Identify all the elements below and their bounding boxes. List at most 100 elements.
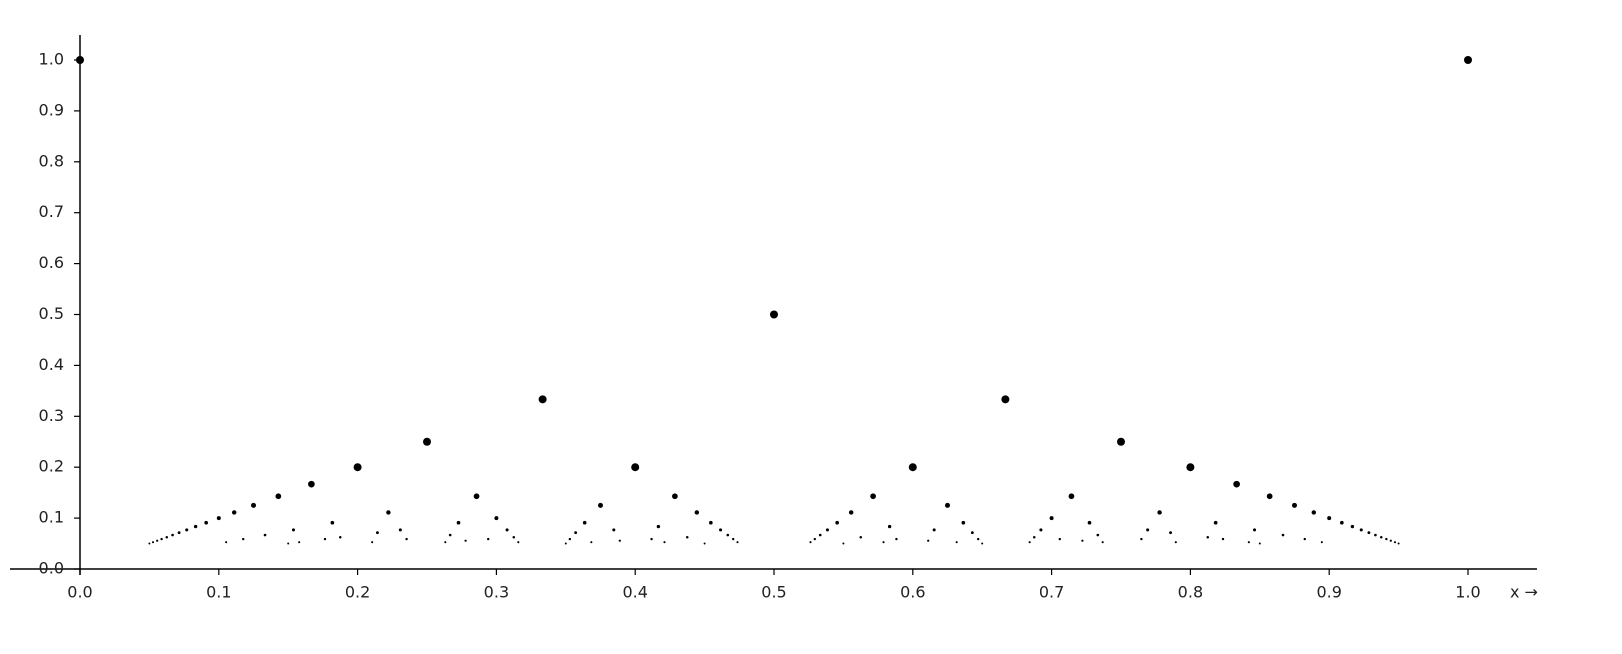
point [204, 520, 208, 525]
point [1058, 537, 1061, 541]
point [1252, 528, 1257, 532]
point [726, 533, 730, 537]
point [582, 520, 587, 525]
point [330, 520, 335, 525]
x-axis-label: x → [1510, 583, 1538, 602]
point [1389, 539, 1392, 542]
y-tick-label: 0.5 [39, 304, 64, 323]
point [1157, 510, 1162, 515]
point [231, 510, 237, 515]
point [263, 533, 267, 537]
point [1140, 537, 1143, 541]
point [1266, 493, 1273, 500]
point [1186, 463, 1195, 472]
point [842, 542, 845, 545]
point [1068, 493, 1075, 500]
point [405, 537, 408, 541]
y-tick-label: 0.7 [39, 202, 64, 221]
point [1081, 539, 1084, 542]
point [298, 541, 301, 544]
point [770, 310, 778, 319]
point [848, 510, 854, 515]
point [1281, 533, 1285, 537]
y-tick-label: 0.9 [39, 100, 64, 119]
point [970, 531, 974, 535]
point [813, 537, 816, 541]
point [291, 528, 296, 532]
point [1385, 537, 1388, 541]
point [1350, 524, 1355, 529]
point [719, 528, 723, 532]
point [423, 437, 431, 446]
point [1374, 533, 1377, 537]
point [809, 541, 812, 544]
y-tick-label: 1.0 [39, 50, 64, 69]
y-tick-label: 0.3 [39, 406, 64, 425]
y-tick-label: 0.1 [39, 508, 64, 527]
x-tick-label: 0.2 [345, 583, 370, 602]
point [686, 535, 689, 539]
x-tick-label: 0.7 [1039, 583, 1064, 602]
x-tick-label: 0.3 [484, 583, 509, 602]
point [590, 541, 593, 544]
point [323, 537, 327, 541]
point [376, 531, 379, 535]
point [1001, 395, 1010, 404]
point [1028, 541, 1031, 544]
x-tick-label: 0.1 [206, 583, 231, 602]
point [151, 541, 155, 544]
point [694, 510, 700, 515]
point [251, 502, 256, 508]
point [1039, 528, 1043, 532]
point [955, 541, 958, 544]
point [456, 520, 461, 525]
point [945, 502, 950, 508]
point [398, 528, 402, 532]
point [1101, 541, 1104, 544]
point [517, 541, 520, 544]
point [538, 395, 547, 404]
point [825, 528, 829, 532]
point [1393, 541, 1397, 544]
point [1327, 516, 1332, 521]
point [568, 537, 572, 541]
point [1049, 516, 1054, 521]
point [1292, 502, 1297, 508]
point [574, 531, 578, 535]
point [160, 537, 163, 541]
point [732, 537, 735, 541]
y-tick-label: 0.0 [39, 559, 64, 578]
point [618, 539, 621, 542]
point [1359, 528, 1363, 532]
point [76, 56, 84, 64]
point [275, 493, 282, 500]
point [225, 541, 228, 544]
point [242, 537, 245, 541]
point [870, 493, 876, 500]
point [859, 535, 862, 539]
point [612, 528, 616, 532]
point [981, 542, 984, 545]
x-tick-label: 0.9 [1316, 583, 1341, 602]
point [148, 542, 151, 545]
point [976, 537, 980, 541]
point [1087, 520, 1092, 525]
point [1320, 541, 1323, 544]
point [835, 520, 839, 525]
point [1340, 520, 1344, 525]
point [882, 541, 885, 544]
x-tick-label: 0.0 [67, 583, 92, 602]
point [1146, 528, 1150, 532]
point [371, 541, 374, 544]
point [171, 533, 174, 537]
point [448, 533, 452, 537]
point [932, 528, 936, 532]
point [487, 537, 490, 541]
point [353, 463, 362, 472]
x-tick-label: 0.4 [622, 583, 647, 602]
point [494, 516, 499, 521]
point [177, 531, 181, 535]
point [1303, 537, 1306, 541]
point [512, 535, 515, 539]
